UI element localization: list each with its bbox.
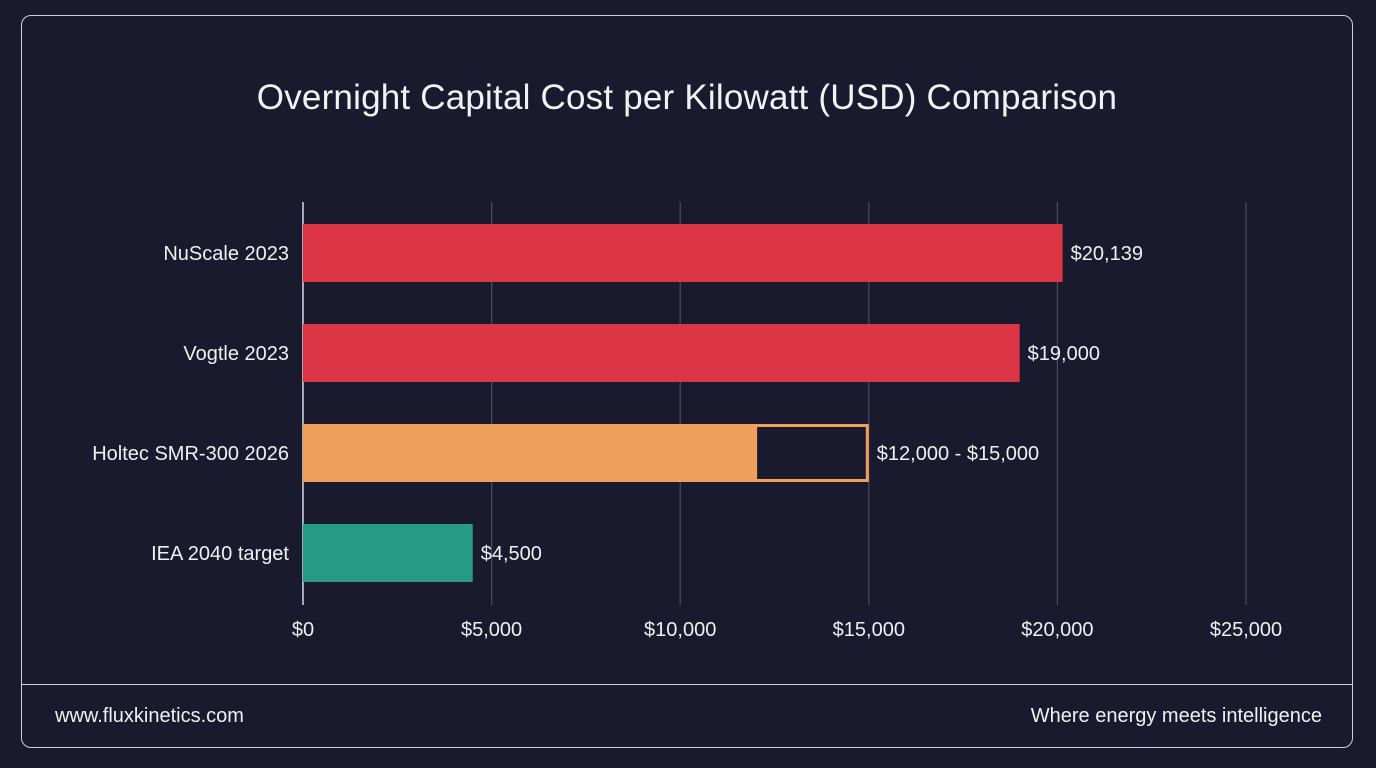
category-label-3: IEA 2040 target	[151, 543, 289, 565]
x-tick-label-2: $10,000	[644, 619, 716, 641]
x-tick-label-1: $5,000	[461, 619, 522, 641]
bar-2	[303, 424, 756, 482]
footer-tagline: Where energy meets intelligence	[1030, 705, 1322, 727]
value-label-0: $20,139	[1071, 243, 1143, 265]
bar-3	[303, 524, 473, 582]
x-tick-label-4: $20,000	[1021, 619, 1093, 641]
x-tick-label-5: $25,000	[1210, 619, 1282, 641]
footer-website[interactable]: www.fluxkinetics.com	[55, 705, 244, 727]
bar-1	[303, 324, 1020, 382]
value-label-2: $12,000 - $15,000	[877, 443, 1039, 465]
x-tick-label-0: $0	[292, 619, 314, 641]
footer-divider	[21, 684, 1353, 685]
value-label-1: $19,000	[1028, 343, 1100, 365]
category-label-0: NuScale 2023	[163, 243, 289, 265]
chart-title: Overnight Capital Cost per Kilowatt (USD…	[256, 78, 1118, 117]
bar-0	[303, 224, 1063, 282]
x-tick-label-3: $15,000	[833, 619, 905, 641]
category-label-2: Holtec SMR-300 2026	[92, 443, 289, 465]
bar-range-2	[754, 424, 869, 482]
value-label-3: $4,500	[481, 543, 542, 565]
category-label-1: Vogtle 2023	[183, 343, 289, 365]
